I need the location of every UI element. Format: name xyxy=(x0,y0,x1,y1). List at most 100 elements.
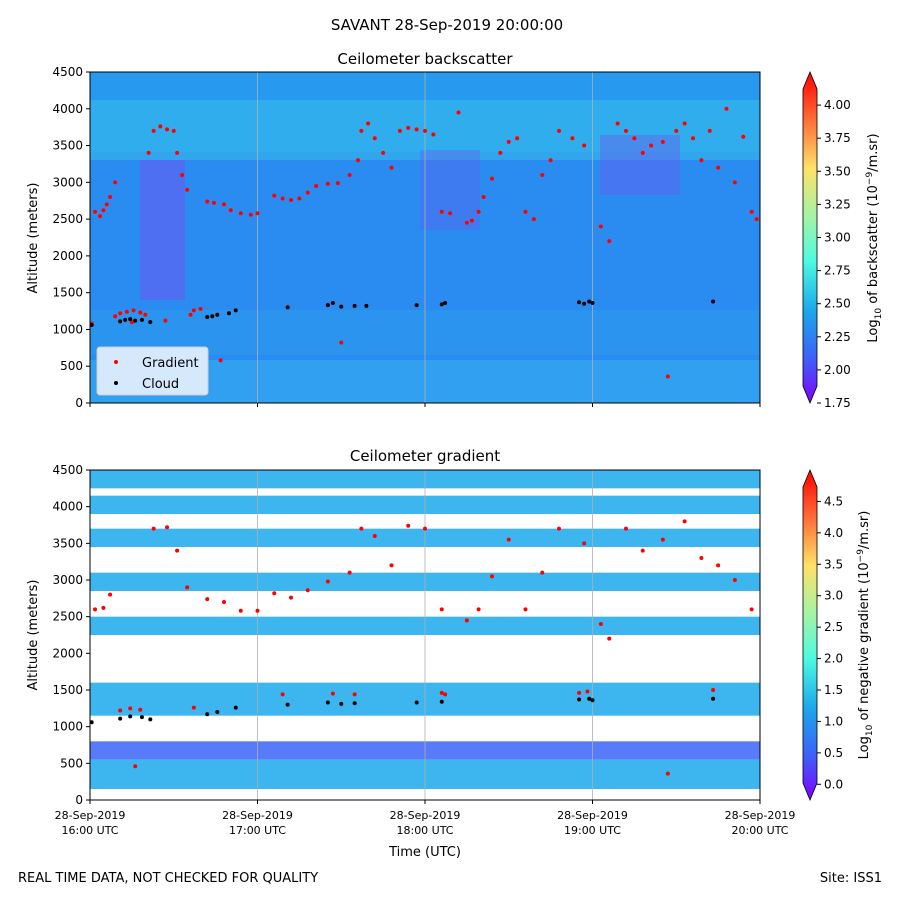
gradient-point xyxy=(406,523,411,528)
cloud-point xyxy=(148,320,153,325)
gradient-point xyxy=(158,124,163,129)
gradient-point xyxy=(93,209,98,214)
gradient-point xyxy=(205,199,210,204)
gradient-point xyxy=(330,691,335,696)
gradient-point xyxy=(138,310,143,315)
cloud-point xyxy=(339,701,344,706)
cloud-point xyxy=(443,300,448,305)
x-tick-label-date: 28-Sep-2019 xyxy=(55,809,126,822)
cloud-point xyxy=(364,303,369,308)
cloud-point xyxy=(352,701,357,706)
colorbar-tick-label: 3.50 xyxy=(824,164,851,178)
gradient-point xyxy=(108,195,113,200)
gradient-point xyxy=(448,211,453,216)
x-tick-label-date: 28-Sep-2019 xyxy=(725,809,796,822)
x-tick-label-date: 28-Sep-2019 xyxy=(557,809,628,822)
gradient-point xyxy=(754,217,759,222)
colorbar-tick-label: 2.00 xyxy=(824,363,851,377)
backscatter-markers xyxy=(90,106,759,379)
gradient-point xyxy=(607,636,612,641)
gradient-point xyxy=(165,525,170,530)
gradient-ylabel: Altitude (meters) xyxy=(26,580,41,691)
gradient-point xyxy=(632,136,637,141)
gradient-point xyxy=(347,570,352,575)
legend: Gradient Cloud xyxy=(96,346,209,396)
gradient-point xyxy=(238,608,243,613)
legend-gradient-marker xyxy=(114,360,118,364)
gradient-point xyxy=(222,202,226,207)
colorbar-tick-label: 2.5 xyxy=(824,620,843,634)
gradient-point xyxy=(101,208,106,213)
cloud-point xyxy=(414,700,419,705)
gradient-point xyxy=(138,707,143,712)
gradient-point xyxy=(211,200,216,205)
cloud-point xyxy=(205,314,210,319)
gradient-point xyxy=(557,128,561,133)
gradient-point xyxy=(347,172,352,177)
gradient-point xyxy=(439,690,444,695)
gradient-point xyxy=(339,340,344,345)
gradient-point xyxy=(108,592,113,597)
cloud-point xyxy=(590,698,595,703)
gradient-point xyxy=(372,534,377,538)
gradient-point xyxy=(598,224,603,229)
gradient-point xyxy=(104,202,109,207)
cloud-point xyxy=(128,317,133,322)
gradient-colorbar: 0.0 0.5 1.0 1.5 2.0 2.5 3.0 3.5 4.0 4.5 Log10 of … xyxy=(802,468,875,802)
gradient-point xyxy=(356,158,360,163)
gradient-point xyxy=(640,548,645,553)
gradient-point xyxy=(598,622,603,626)
colorbar-tick-label: 2.0 xyxy=(824,652,843,666)
gradient-point xyxy=(682,121,687,126)
gradient-point xyxy=(325,579,330,584)
gradient-point xyxy=(325,181,330,186)
cloud-point xyxy=(582,301,587,306)
gradient-point xyxy=(280,692,285,697)
gradient-point xyxy=(707,128,712,133)
y-tick-label: 2000 xyxy=(52,249,83,263)
gradient-point xyxy=(297,196,302,201)
backscatter-gridlines xyxy=(257,72,593,403)
y-tick-label: 4000 xyxy=(52,500,83,514)
x-tick-label-time: 18:00 UTC xyxy=(396,824,453,837)
gradient-point xyxy=(506,139,511,144)
gradient-point xyxy=(523,607,528,612)
y-tick-label: 1000 xyxy=(52,322,83,336)
cloud-point xyxy=(233,308,238,313)
gradient-point xyxy=(185,585,190,590)
cloud-point xyxy=(590,300,595,305)
gradient-point xyxy=(133,764,138,769)
gradient-point xyxy=(699,556,704,560)
gradient-point xyxy=(238,211,243,216)
gradient-point xyxy=(624,526,628,531)
gradient-point xyxy=(570,136,575,141)
gradient-point xyxy=(711,688,716,692)
cloud-point xyxy=(128,714,133,719)
gradient-colorbar-bar xyxy=(802,468,818,802)
gradient-point xyxy=(699,158,704,163)
cloud-point xyxy=(139,317,144,322)
gradient-point xyxy=(335,181,340,186)
cloud-point xyxy=(711,299,716,304)
gradient-point xyxy=(389,165,394,170)
gradient-point xyxy=(101,605,106,610)
gradient-point xyxy=(515,136,520,141)
gradient-point xyxy=(749,607,754,612)
x-tick-label-time: 16:00 UTC xyxy=(61,824,118,837)
gradient-point xyxy=(359,526,364,531)
cloud-point xyxy=(205,712,210,717)
gradient-point xyxy=(129,320,134,325)
gradient-point xyxy=(523,209,528,214)
gradient-point xyxy=(660,537,665,542)
colorbar-tick-label: 3.25 xyxy=(824,197,851,211)
gradient-point xyxy=(131,308,136,313)
x-tick-label-time: 17:00 UTC xyxy=(229,824,286,837)
cloud-point xyxy=(90,323,94,328)
gradient-point xyxy=(665,374,670,379)
backscatter-dark-column xyxy=(140,160,185,300)
colorbar-tick-label: 0.5 xyxy=(824,746,843,760)
footer-quality-note: REAL TIME DATA, NOT CHECKED FOR QUALITY xyxy=(18,871,318,886)
cloud-point xyxy=(148,717,153,722)
gradient-point xyxy=(464,220,469,225)
